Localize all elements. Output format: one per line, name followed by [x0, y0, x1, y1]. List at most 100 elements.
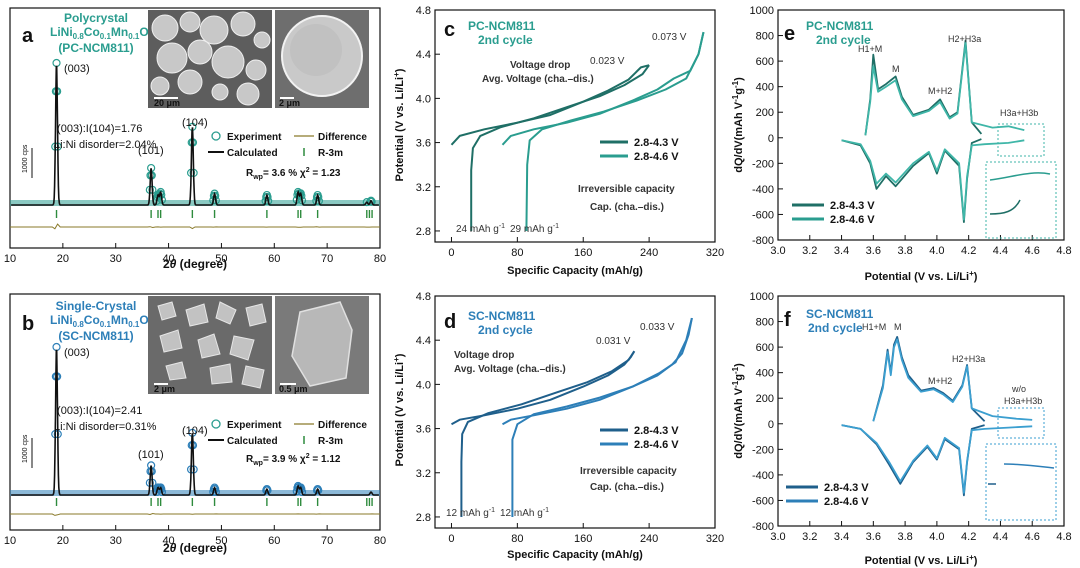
experiment-point [53, 344, 60, 351]
panel-b-formula: LiNi0.8Co0.1Mn0.1O2 [50, 313, 154, 329]
y-tick-label: 200 [756, 393, 774, 405]
sem-particle [151, 77, 169, 95]
panel-f-title-2: 2nd cycle [808, 321, 863, 335]
panel-c-title-1: PC-NCM811 [468, 19, 536, 33]
panel-e-letter: e [784, 23, 795, 45]
panel-c-ylabel: Potential (V vs. Li/Li+) [392, 68, 406, 181]
panel-c-cap-2: 29 mAh g-1 [510, 223, 559, 235]
panel-c-cap-1: 24 mAh g-1 [456, 223, 505, 235]
x-tick-label: 3.4 [834, 245, 849, 257]
y-tick-label: 4.0 [416, 379, 431, 391]
legend-r3m: R-3m [318, 148, 343, 159]
series-2-8-4-6-V-charge [503, 32, 704, 145]
label-h1m: H1+M [862, 322, 886, 332]
y-tick-label: 800 [756, 317, 774, 329]
experiment-point [53, 60, 60, 67]
legend-d-43: 2.8-4.3 V [634, 425, 679, 437]
panel-c-title-2: 2nd cycle [478, 33, 533, 47]
formula-part: Mn [111, 313, 128, 327]
peak-label-104: (104) [182, 117, 208, 129]
y-tick-label: -400 [752, 470, 774, 482]
x-tick-label: 3.4 [834, 531, 849, 543]
y-tick-label: 600 [756, 56, 774, 68]
panel-d-drop-1: 0.031 V [596, 336, 631, 347]
formula-part: Co [84, 25, 100, 39]
peak-label-003: (003) [64, 347, 90, 359]
chi-value: = 1.23 [310, 168, 341, 179]
formula-part: LiNi [50, 313, 73, 327]
mid: g [733, 88, 745, 95]
y-tick-label: 400 [756, 82, 774, 94]
x-tick-label: 3.8 [897, 245, 912, 257]
panel-d-drop-2: 0.033 V [640, 322, 675, 333]
y-tick-label: 2.8 [416, 512, 431, 524]
x-tick-label: 20 [57, 535, 69, 547]
paren: ) [733, 77, 745, 81]
zoom-box-source [998, 408, 1044, 438]
cap: 24 mAh g [456, 224, 499, 235]
label-m: M [894, 322, 902, 332]
cap: 29 mAh g [510, 224, 553, 235]
panel-d-cap-1: 12 mAh g-1 [446, 507, 495, 519]
panel-d-voltage-profile: 0 80 160 240 3202.83.23.64.04.44.8 d SC-NCM8… [392, 291, 724, 561]
x-tick-label: 4.4 [993, 531, 1008, 543]
y-tick-label: 4.0 [416, 93, 431, 105]
x-tick-label: 240 [640, 533, 658, 545]
x-tick-label: 3.6 [866, 531, 881, 543]
difference-line [10, 224, 380, 229]
x-tick-label: 160 [574, 247, 592, 259]
panel-f-dqdv: 3.0 3.2 3.4 3.6 3.8 4.0 4.2 4.4 4.6 4.8 -800 -600 -4… [731, 291, 1072, 567]
x-tick-label: 4.0 [929, 531, 944, 543]
panel-a-title-3: (PC-NCM811) [58, 41, 133, 55]
panel-d-title-1: SC-NCM811 [468, 309, 536, 323]
legend-f-46: 2.8-4.6 V [824, 496, 869, 508]
y-tick-label: -600 [752, 209, 774, 221]
panel-a-letter: a [22, 25, 34, 47]
x-tick-label: 30 [110, 535, 122, 547]
legend-e-46: 2.8-4.6 V [830, 214, 875, 226]
formula-part: Mn [111, 25, 128, 39]
formula-sub: 0.1 [100, 32, 112, 41]
x-tick-label: 80 [511, 247, 523, 259]
rwp-sub: wp [252, 460, 263, 467]
formula-sub: 0.1 [128, 320, 140, 329]
inset-curve-1 [990, 173, 1050, 180]
panel-a-sem-high-mag: 2 μm [275, 10, 369, 108]
panel-c-note-2: Avg. Voltage (cha.–dis.) [482, 74, 594, 85]
formula-sub: 0.8 [73, 320, 85, 329]
sem-particle [231, 12, 255, 36]
cap-sup: -1 [489, 507, 495, 514]
legend-difference: Difference [318, 420, 367, 431]
label-h2h3a: H2+H3a [952, 354, 985, 364]
x-tick-label: 20 [57, 253, 69, 265]
y-tick-label: -800 [752, 235, 774, 247]
sem-particle [188, 40, 212, 64]
sem-particle [200, 16, 228, 44]
legend-r3m: R-3m [318, 436, 343, 447]
panel-a-formula: LiNi0.8Co0.1Mn0.1O2 [50, 25, 154, 41]
x-tick-label: 4.8 [1056, 531, 1071, 543]
paren: ) [733, 363, 745, 367]
x-tick-label: 80 [511, 533, 523, 545]
y-tick-label: 4.8 [416, 5, 431, 17]
panel-a-title-1: Polycrystal [64, 11, 128, 25]
panel-b-sem-high-mag: 0.5 μm [275, 296, 369, 394]
chi-value: = 1.12 [310, 454, 341, 465]
legend-c-43: 2.8-4.3 V [634, 137, 679, 149]
y-tick-label: 4.4 [416, 49, 431, 61]
y-tick-label: -200 [752, 444, 774, 456]
x-tick-label: 60 [268, 253, 280, 265]
label-wo: w/o [1011, 384, 1026, 394]
label-m: M [892, 64, 900, 74]
x-tick-label: 70 [321, 535, 333, 547]
panel-d-note-2: Avg. Voltage (cha.–dis.) [454, 364, 566, 375]
y-tick-label: 0 [768, 133, 774, 145]
panel-b-title-1: Single-Crystal [56, 299, 137, 313]
panel-e-title-1: PC-NCM811 [806, 19, 874, 33]
panel-b-title-3: (SC-NCM811) [58, 329, 133, 343]
rwp-value: = 3.6 % χ [263, 168, 306, 179]
formula-sub: 0.1 [100, 320, 112, 329]
difference-line [10, 514, 380, 516]
cap: 12 mAh g [446, 508, 489, 519]
inset-curve-1 [1004, 464, 1054, 468]
